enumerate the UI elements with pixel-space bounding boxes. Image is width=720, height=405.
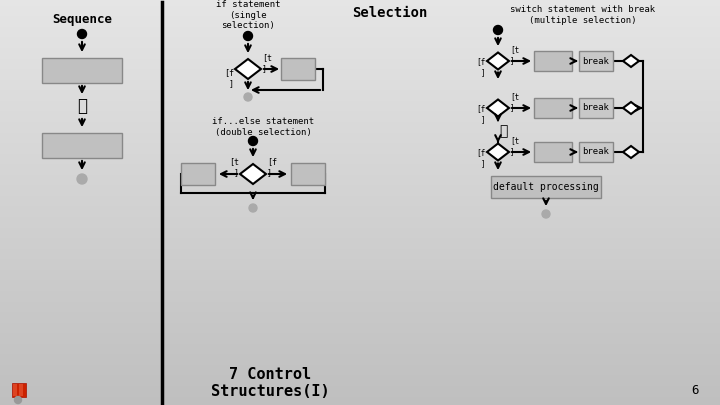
Polygon shape <box>623 102 639 114</box>
Bar <box>534 51 572 71</box>
Circle shape <box>78 30 86 38</box>
Bar <box>181 163 215 185</box>
Bar <box>579 98 613 118</box>
Text: break: break <box>582 57 609 66</box>
Polygon shape <box>623 146 639 158</box>
Text: [t
]: [t ] <box>510 45 519 65</box>
Bar <box>42 58 122 83</box>
Bar <box>291 163 325 185</box>
Bar <box>281 58 315 80</box>
Circle shape <box>248 136 258 145</box>
Bar <box>579 142 613 162</box>
Bar <box>579 51 613 71</box>
Bar <box>534 98 572 118</box>
Polygon shape <box>487 53 509 70</box>
Circle shape <box>249 204 257 212</box>
Circle shape <box>244 93 252 101</box>
Text: ⋮: ⋮ <box>77 97 87 115</box>
Polygon shape <box>623 55 639 67</box>
Bar <box>13 384 17 396</box>
Text: 6: 6 <box>691 384 698 396</box>
Text: 7 Control
Structures(I): 7 Control Structures(I) <box>211 367 329 399</box>
Text: Selection: Selection <box>352 6 428 20</box>
Text: if...else statement
(double selection): if...else statement (double selection) <box>212 117 314 137</box>
Text: [f
]: [f ] <box>476 57 485 77</box>
Text: break: break <box>582 147 609 156</box>
Bar <box>19 384 23 396</box>
Text: [t
]: [t ] <box>510 136 519 156</box>
Text: [t
]: [t ] <box>262 53 272 73</box>
Circle shape <box>77 174 87 184</box>
Text: [f
]: [f ] <box>267 157 277 177</box>
Text: [t
]: [t ] <box>229 157 239 177</box>
Polygon shape <box>487 100 509 117</box>
Circle shape <box>542 210 550 218</box>
Circle shape <box>243 32 253 40</box>
Polygon shape <box>487 143 509 160</box>
Bar <box>42 132 122 158</box>
Text: switch statement with break
(multiple selection): switch statement with break (multiple se… <box>510 5 656 25</box>
Bar <box>491 176 601 198</box>
Text: [f
]: [f ] <box>476 104 485 124</box>
Polygon shape <box>235 59 261 79</box>
Polygon shape <box>240 164 266 184</box>
Text: default processing: default processing <box>493 182 599 192</box>
Circle shape <box>493 26 503 34</box>
Text: [f
]: [f ] <box>224 68 234 88</box>
Text: break: break <box>582 104 609 113</box>
Text: [t
]: [t ] <box>510 92 519 112</box>
Bar <box>534 142 572 162</box>
Text: [f
]: [f ] <box>476 148 485 168</box>
Circle shape <box>14 396 22 403</box>
Bar <box>12 383 26 397</box>
Text: if statement
(single
selection): if statement (single selection) <box>216 0 280 30</box>
Text: ⋮: ⋮ <box>499 124 507 138</box>
Text: Sequence: Sequence <box>52 13 112 26</box>
